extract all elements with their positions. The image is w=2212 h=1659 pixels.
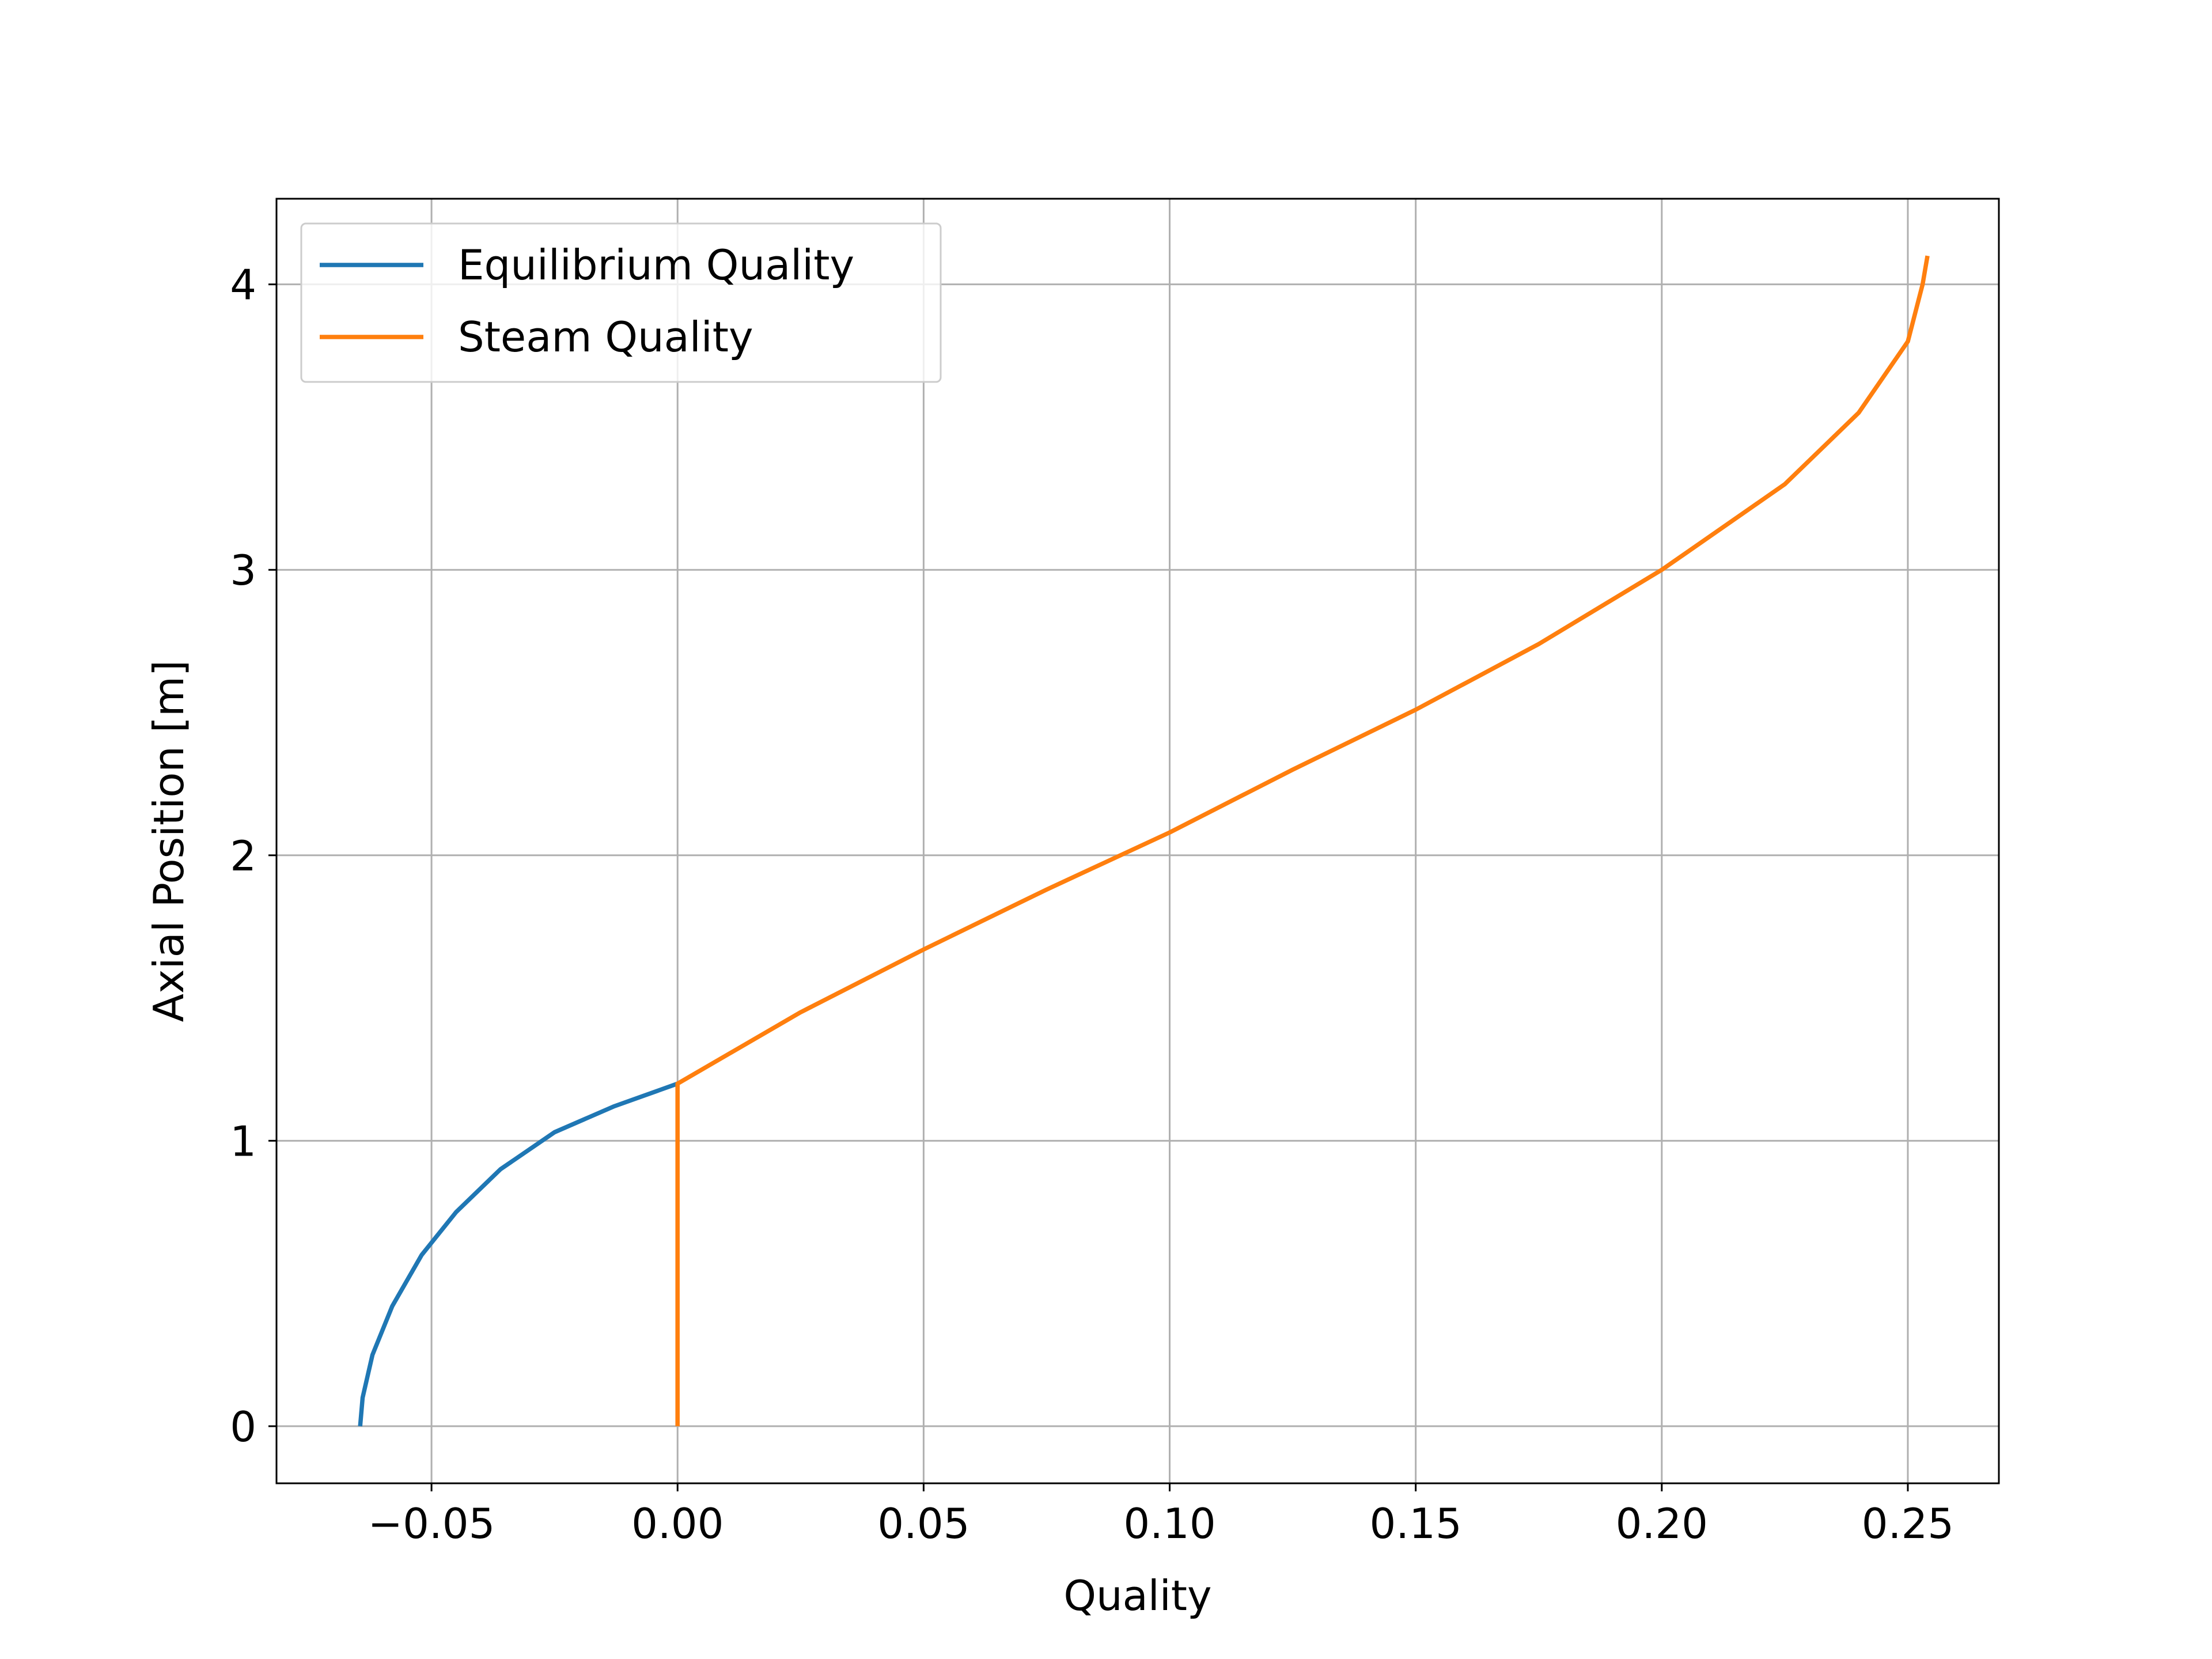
y-tick-label: 2: [230, 832, 256, 880]
legend: Equilibrium Quality Steam Quality: [300, 222, 942, 383]
x-axis-title: Quality: [1063, 1571, 1211, 1620]
x-tick-label: −0.05: [368, 1499, 495, 1548]
y-tick-label: 1: [230, 1117, 256, 1165]
legend-label-1: Equilibrium Quality: [458, 241, 854, 289]
y-tick-label: 0: [230, 1403, 256, 1451]
x-tick-label: 0.05: [877, 1499, 969, 1548]
axis-ticks: −0.05 0.00 0.05 0.10 0.15 0.20 0.25 0 1 2 3 4: [230, 261, 1954, 1548]
legend-label-2: Steam Quality: [458, 313, 753, 361]
x-tick-label: 0.00: [631, 1499, 724, 1548]
x-tick-label: 0.20: [1616, 1499, 1708, 1548]
x-tick-label: 0.25: [1862, 1499, 1954, 1548]
y-tick-label: 4: [230, 261, 256, 309]
grid-lines: [276, 199, 1999, 1483]
series-lines: [358, 255, 1930, 1427]
legend-box: [300, 222, 942, 383]
x-tick-label: 0.10: [1123, 1499, 1215, 1548]
y-axis-title: Axial Position [m]: [145, 660, 193, 1022]
plot-area-frame: [275, 198, 2000, 1484]
series-line-1: [358, 1081, 679, 1427]
x-tick-label: 0.15: [1370, 1499, 1462, 1548]
y-tick-label: 3: [230, 546, 256, 594]
series-line-2: [675, 255, 1930, 1426]
